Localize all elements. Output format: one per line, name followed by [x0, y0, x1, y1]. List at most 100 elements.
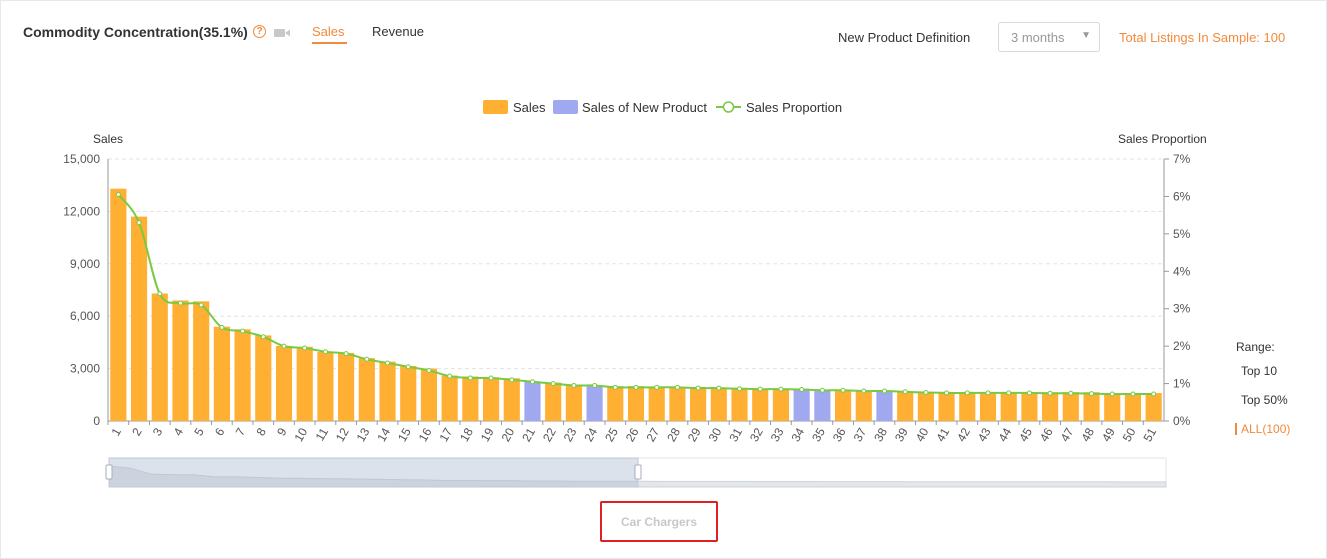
x-tick-label: 15 [395, 425, 414, 444]
x-tick-label: 33 [768, 425, 787, 444]
x-tick-label: 26 [623, 425, 642, 444]
x-tick-label: 16 [416, 425, 435, 444]
proportion-point [1130, 391, 1136, 397]
y2-tick-label: 6% [1173, 189, 1191, 203]
x-tick-label: 28 [664, 425, 683, 444]
proportion-point [1151, 391, 1157, 397]
proportion-point [654, 384, 660, 390]
proportion-point [757, 386, 763, 392]
question-circle-icon[interactable]: ? [253, 25, 266, 38]
bar-sales [338, 352, 355, 421]
bar-sales [752, 388, 769, 421]
bar-sales [834, 389, 852, 421]
category-box[interactable]: Car Chargers [600, 501, 718, 542]
x-tick-label: 2 [129, 425, 145, 438]
x-tick-label: 29 [685, 425, 704, 444]
bar-sales [565, 385, 582, 421]
x-tick-label: 24 [581, 425, 600, 444]
x-tick-label: 38 [871, 425, 890, 444]
bar-sales [255, 335, 272, 421]
y-tick-label: 9,000 [70, 257, 100, 271]
bar-sales [607, 386, 624, 421]
legend-sales: Sales [513, 100, 546, 115]
x-tick-label: 47 [1058, 425, 1077, 444]
y2-tick-label: 4% [1173, 264, 1191, 278]
proportion-point [716, 385, 722, 391]
proportion-point [1026, 390, 1032, 396]
proportion-point [819, 387, 825, 393]
bar-sales [1042, 392, 1059, 421]
range-top10[interactable]: Top 10 [1241, 364, 1278, 378]
proportion-point [115, 192, 121, 198]
legend-new-product: Sales of New Product [582, 100, 707, 115]
bar-sales [545, 382, 562, 421]
x-tick-label: 12 [333, 425, 352, 444]
y2-axis-title: Sales Proportion [1118, 132, 1207, 146]
range-all[interactable]: ALL(100) [1235, 422, 1290, 436]
proportion-point [157, 291, 163, 297]
bar-new-product [586, 385, 603, 421]
x-tick-label: 1 [108, 425, 124, 438]
x-tick-label: 51 [1140, 425, 1159, 444]
bar-sales [1145, 393, 1162, 421]
range-label: Range: [1236, 340, 1275, 354]
proportion-point [799, 387, 805, 393]
proportion-point [343, 351, 349, 357]
x-tick-label: 11 [313, 425, 332, 443]
bar-sales [482, 377, 500, 421]
y-tick-label: 6,000 [70, 309, 100, 323]
tab-sales[interactable]: Sales [312, 24, 345, 39]
proportion-point [737, 386, 743, 392]
bar-sales [193, 301, 210, 421]
proportion-point [985, 390, 991, 396]
zoom-handle-right[interactable] [634, 464, 642, 480]
x-tick-label: 45 [1016, 425, 1035, 444]
x-tick-label: 42 [954, 425, 973, 444]
bar-sales [420, 368, 438, 421]
proportion-point [529, 379, 535, 385]
bar-sales [690, 386, 707, 421]
x-tick-label: 3 [150, 425, 166, 438]
proportion-point [778, 386, 784, 392]
proportion-point [861, 388, 867, 394]
proportion-point [219, 324, 225, 330]
x-tick-label: 27 [643, 425, 662, 444]
bar-sales [317, 352, 334, 421]
proportion-point [405, 364, 411, 370]
bar-sales [358, 358, 375, 421]
bar-sales [296, 346, 313, 421]
bar-sales [959, 392, 976, 421]
y-tick-label: 0 [93, 414, 100, 428]
bar-new-product [524, 381, 541, 421]
proportion-point [177, 300, 183, 306]
y-tick-label: 12,000 [63, 204, 100, 218]
x-tick-label: 9 [274, 425, 290, 438]
bar-sales [938, 392, 955, 421]
legend-swatch-new-product [553, 100, 578, 114]
bar-sales [772, 388, 790, 421]
zoom-preview-area [108, 465, 1167, 488]
video-camera-icon[interactable] [274, 28, 290, 38]
proportion-point [447, 373, 453, 379]
bar-sales [172, 300, 189, 421]
proportion-point [674, 384, 680, 390]
y2-tick-label: 5% [1173, 227, 1191, 241]
tab-revenue[interactable]: Revenue [372, 24, 425, 39]
y-axis-title: Sales [93, 132, 123, 146]
bar-sales [917, 392, 934, 421]
x-tick-label: 37 [851, 425, 870, 444]
range-top50[interactable]: Top 50% [1241, 393, 1288, 407]
proportion-point [302, 345, 308, 351]
proportion-point [260, 334, 266, 340]
bar-sales [1104, 393, 1121, 421]
bar-sales [1083, 392, 1100, 421]
zoom-handle-left[interactable] [105, 464, 113, 480]
proportion-point [385, 360, 391, 366]
proportion-point [426, 367, 432, 373]
proportion-point [364, 356, 370, 362]
y2-tick-label: 0% [1173, 414, 1191, 428]
new-product-definition-select[interactable]: 3 months ▼ [998, 22, 1100, 52]
category-label: Car Chargers [620, 515, 698, 529]
proportion-point [1109, 391, 1115, 397]
